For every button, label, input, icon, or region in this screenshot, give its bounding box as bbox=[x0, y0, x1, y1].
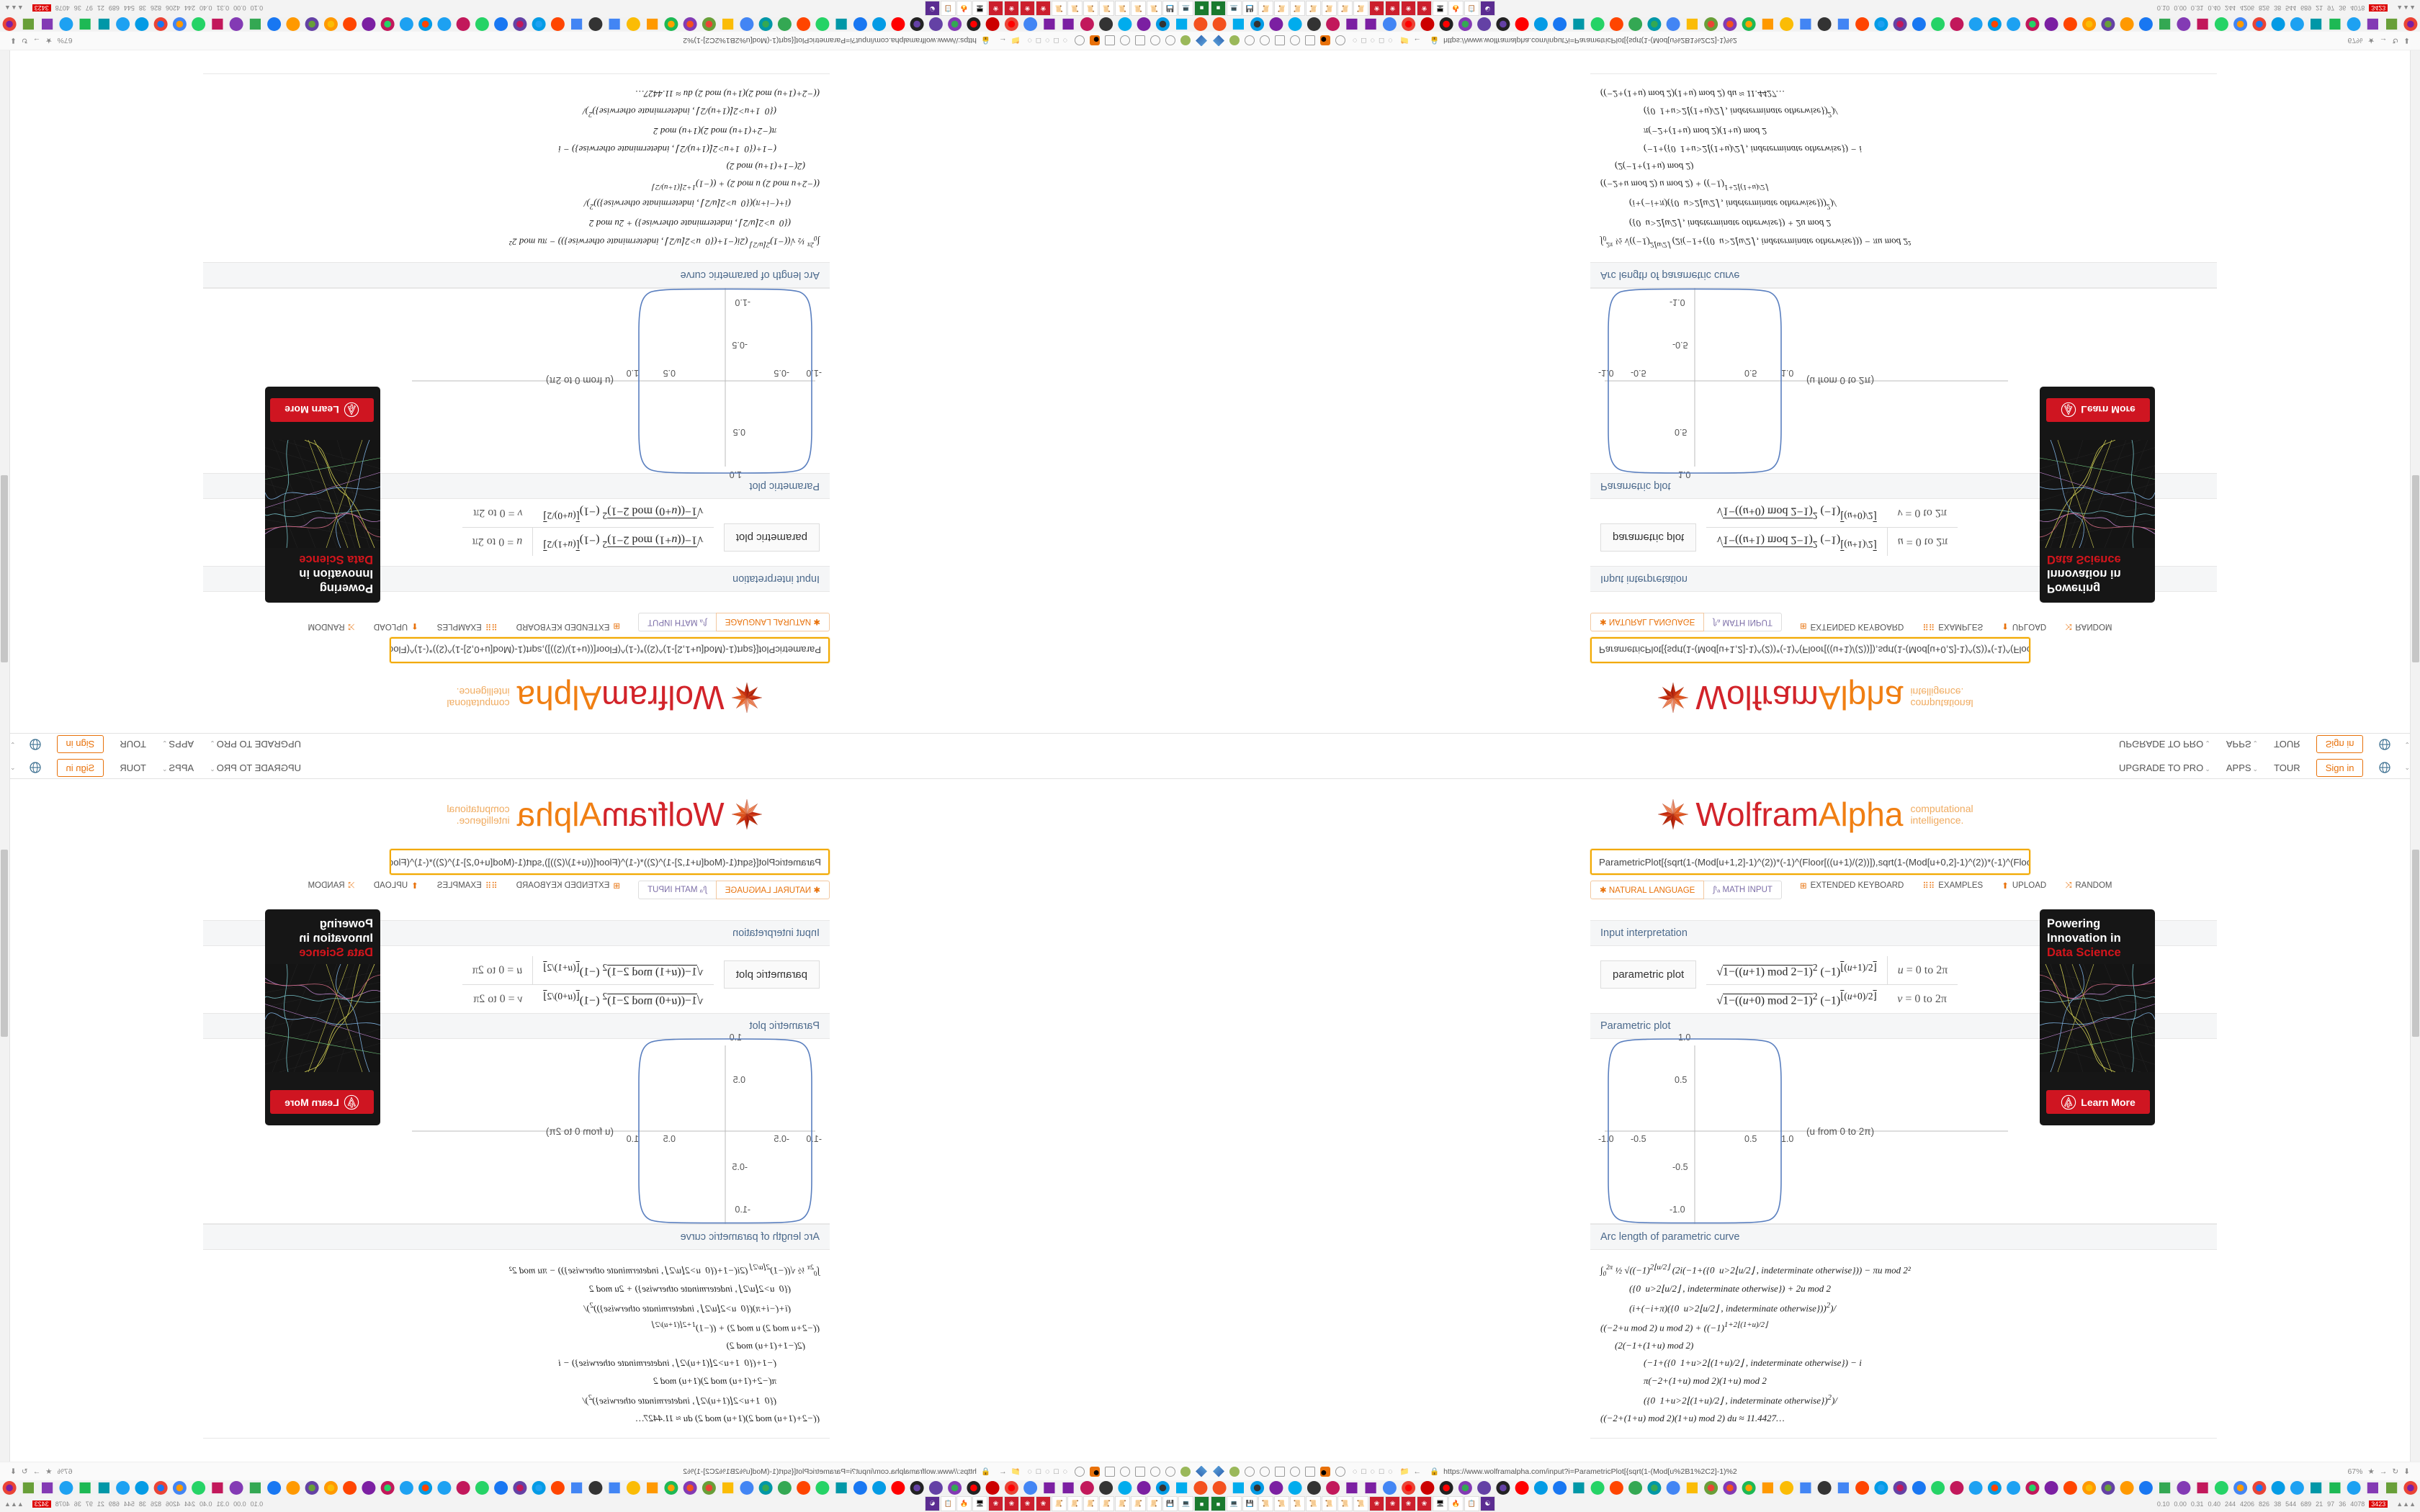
svg-text:1.0: 1.0 bbox=[1781, 1134, 1793, 1144]
svg-text:0.5: 0.5 bbox=[1675, 427, 1687, 437]
svg-text:0.5: 0.5 bbox=[733, 427, 745, 437]
svg-text:(u from 0 to 2π): (u from 0 to 2π) bbox=[546, 1126, 614, 1137]
svg-text:1.0: 1.0 bbox=[730, 1032, 742, 1043]
svg-text:1.0: 1.0 bbox=[627, 368, 639, 378]
svg-text:-1.0: -1.0 bbox=[735, 297, 750, 307]
svg-text:-0.5: -0.5 bbox=[1672, 1162, 1688, 1172]
svg-text:-0.5: -0.5 bbox=[774, 368, 789, 378]
svg-text:-0.5: -0.5 bbox=[732, 340, 748, 350]
svg-text:-1.0: -1.0 bbox=[1670, 297, 1685, 307]
svg-text:0.5: 0.5 bbox=[1744, 1134, 1757, 1144]
svg-text:0.5: 0.5 bbox=[663, 1134, 676, 1144]
svg-text:-1.0: -1.0 bbox=[806, 368, 822, 378]
svg-text:0.5: 0.5 bbox=[1675, 1075, 1687, 1085]
svg-text:-0.5: -0.5 bbox=[774, 1134, 789, 1144]
svg-text:0.5: 0.5 bbox=[663, 368, 676, 378]
svg-text:-1.0: -1.0 bbox=[1670, 1205, 1685, 1215]
svg-text:1.0: 1.0 bbox=[1781, 368, 1793, 378]
svg-text:0.5: 0.5 bbox=[733, 1075, 745, 1085]
svg-text:(u from 0 to 2π): (u from 0 to 2π) bbox=[546, 375, 614, 386]
svg-text:-1.0: -1.0 bbox=[1598, 368, 1614, 378]
svg-text:1.0: 1.0 bbox=[1678, 469, 1690, 480]
svg-text:(u from 0 to 2π): (u from 0 to 2π) bbox=[1806, 375, 1874, 386]
svg-text:-0.5: -0.5 bbox=[1631, 368, 1646, 378]
svg-text:-1.0: -1.0 bbox=[735, 1205, 750, 1215]
svg-text:(u from 0 to 2π): (u from 0 to 2π) bbox=[1806, 1126, 1874, 1137]
svg-text:1.0: 1.0 bbox=[627, 1134, 639, 1144]
svg-text:1.0: 1.0 bbox=[1678, 1032, 1690, 1043]
svg-text:1.0: 1.0 bbox=[730, 469, 742, 480]
svg-text:0.5: 0.5 bbox=[1744, 368, 1757, 378]
svg-text:-1.0: -1.0 bbox=[1598, 1134, 1614, 1144]
svg-text:-0.5: -0.5 bbox=[732, 1162, 748, 1172]
svg-text:-0.5: -0.5 bbox=[1672, 340, 1688, 350]
svg-text:-1.0: -1.0 bbox=[806, 1134, 822, 1144]
svg-text:-0.5: -0.5 bbox=[1631, 1134, 1646, 1144]
